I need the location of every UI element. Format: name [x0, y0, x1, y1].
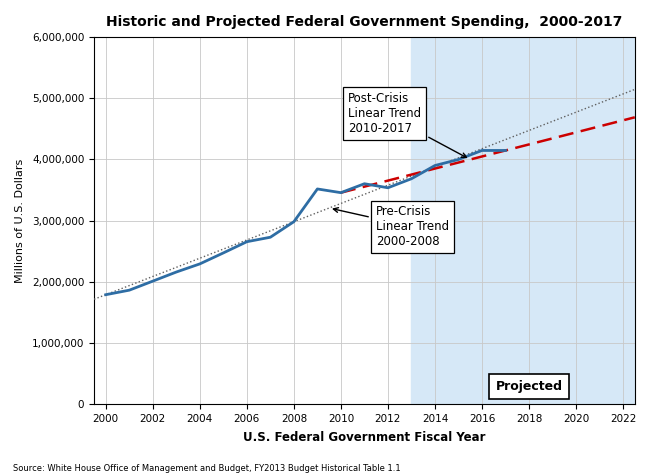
Text: Post-Crisis
Linear Trend
2010-2017: Post-Crisis Linear Trend 2010-2017	[348, 92, 466, 158]
Y-axis label: Millions of U.S. Dollars: Millions of U.S. Dollars	[15, 158, 25, 283]
X-axis label: U.S. Federal Government Fiscal Year: U.S. Federal Government Fiscal Year	[243, 431, 486, 444]
Text: Pre-Crisis
Linear Trend
2000-2008: Pre-Crisis Linear Trend 2000-2008	[333, 205, 449, 248]
Text: Projected: Projected	[496, 380, 563, 393]
Title: Historic and Projected Federal Government Spending,  2000-2017: Historic and Projected Federal Governmen…	[106, 15, 623, 29]
Text: Source: White House Office of Management and Budget, FY2013 Budget Historical Ta: Source: White House Office of Management…	[13, 464, 401, 473]
Bar	[411, 37, 647, 404]
